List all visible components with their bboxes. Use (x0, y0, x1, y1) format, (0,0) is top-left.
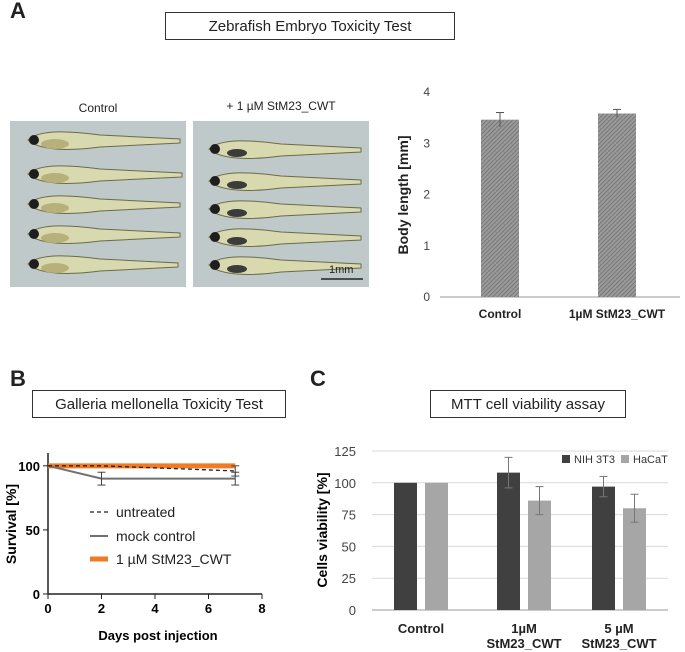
survival-x-tick-label: 6 (205, 601, 212, 616)
body-length-x-tick-label: 1µM StM23_CWT (569, 307, 666, 321)
body-length-y-tick-label: 4 (423, 85, 430, 99)
survival-y-tick-label: 50 (26, 523, 40, 538)
mtt-y-tick-label: 125 (334, 444, 356, 459)
zebrafish-photo-control (10, 121, 186, 287)
body-length-bar (481, 119, 519, 297)
mtt-bar (623, 508, 646, 610)
mtt-y-tick-label: 0 (349, 603, 356, 618)
mtt-y-tick-label: 100 (334, 476, 356, 491)
mtt-x-tick-label: StM23_CWT (486, 636, 561, 651)
mtt-bar (425, 482, 448, 610)
larvae-drawing-treated (208, 140, 363, 280)
survival-x-tick-label: 0 (44, 601, 51, 616)
survival-legend-label: untreated (116, 504, 175, 520)
mtt-legend-swatch (562, 455, 570, 463)
mtt-legend-label: NIH 3T3 (574, 454, 615, 466)
body-length-y-tick-label: 3 (423, 136, 430, 150)
survival-x-tick-label: 2 (98, 601, 105, 616)
mtt-y-tick-label: 75 (342, 508, 356, 523)
panel-label-b: B (10, 366, 26, 391)
mtt-y-axis-label: Cells viability [%] (314, 472, 330, 587)
panel-a-title: Zebrafish Embryo Toxicity Test (165, 12, 455, 40)
panel-b-title: Galleria mellonella Toxicity Test (32, 390, 286, 418)
survival-legend-label: 1 µM StM23_CWT (116, 551, 232, 567)
mtt-x-tick-label: 5 µM (604, 621, 633, 636)
body-length-y-tick-label: 2 (423, 188, 430, 202)
survival-y-tick-label: 100 (18, 459, 40, 474)
mtt-bar (592, 486, 615, 610)
survival-legend-label: mock control (116, 528, 195, 544)
mtt-x-tick-label: 1µM (511, 621, 537, 636)
panel-label-c: C (310, 366, 326, 391)
body-length-x-tick-label: Control (479, 307, 522, 321)
photo-caption-treated: + 1 µM StM23_CWT (226, 99, 336, 113)
survival-y-axis-label: Survival [%] (3, 484, 19, 564)
mtt-y-tick-label: 50 (342, 539, 356, 554)
body-length-bar (598, 113, 636, 298)
scale-bar-label: 1mm (329, 264, 354, 276)
mtt-x-tick-label: StM23_CWT (581, 636, 656, 651)
mtt-bar (497, 472, 520, 610)
mtt-bar (394, 482, 417, 610)
zebrafish-photo-treated: 1mm (193, 121, 369, 287)
body-length-y-tick-label: 0 (423, 290, 430, 304)
mtt-x-tick-label: Control (398, 621, 444, 636)
survival-series-line (48, 465, 236, 472)
larvae-drawing-control (27, 131, 183, 274)
mtt-legend-label: HaCaT (633, 454, 668, 466)
survival-x-tick-label: 4 (151, 601, 159, 616)
mtt-y-tick-label: 25 (342, 571, 356, 586)
photo-caption-control: Control (78, 101, 118, 115)
mtt-bar (528, 500, 551, 610)
survival-y-tick-label: 0 (33, 587, 40, 602)
panel-c-title: MTT cell viability assay (430, 390, 626, 418)
panel-label-a: A (10, 0, 26, 23)
body-length-y-tick-label: 1 (423, 239, 430, 253)
survival-x-axis-label: Days post injection (98, 628, 217, 643)
body-length-y-axis-label: Body length [mm] (395, 136, 411, 255)
survival-x-tick-label: 8 (258, 601, 265, 616)
mtt-legend-swatch (621, 455, 629, 463)
